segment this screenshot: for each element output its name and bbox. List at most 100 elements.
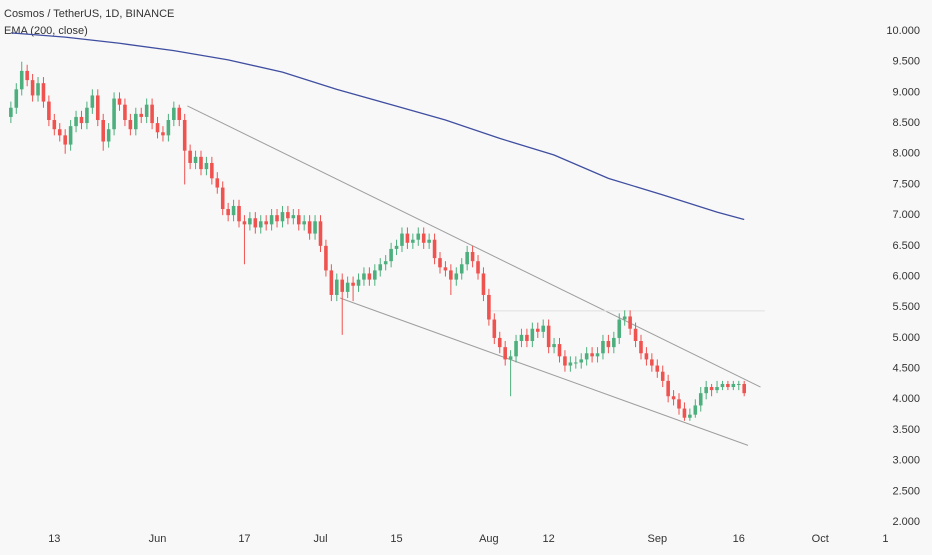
candle-body: [356, 279, 361, 286]
candle-body: [595, 353, 600, 357]
candle-body: [606, 341, 611, 348]
candle-body: [709, 387, 714, 391]
candle-body: [275, 215, 279, 222]
candle-body: [324, 245, 328, 271]
x-tick-label: Jun: [149, 533, 167, 545]
candle-body: [671, 396, 676, 400]
candle-body: [563, 356, 567, 366]
candle-body: [476, 261, 480, 274]
candle-body: [161, 132, 165, 136]
candle-body: [215, 178, 220, 188]
candle-body: [622, 316, 627, 320]
candle-body: [318, 221, 323, 246]
y-tick-label: 3.000: [892, 455, 920, 467]
x-tick-label: 15: [390, 533, 402, 545]
candle-body: [248, 218, 252, 225]
candle-body: [383, 261, 388, 265]
candle-body: [427, 239, 431, 243]
candle-body: [470, 251, 475, 262]
candle-body: [454, 273, 459, 280]
candle-body: [128, 120, 133, 130]
x-tick-label: 12: [543, 533, 555, 545]
x-tick-label: 16: [733, 533, 745, 545]
candle-body: [481, 273, 486, 295]
x-tick-label: Jul: [313, 533, 327, 545]
candle-body: [188, 150, 192, 163]
candle-body: [487, 294, 491, 320]
candle-body: [204, 162, 209, 170]
candle-body: [405, 233, 410, 243]
candle-body: [443, 267, 448, 271]
candle-body: [307, 221, 312, 234]
candle-body: [144, 104, 149, 117]
candle-body: [389, 248, 393, 262]
candle-body: [568, 362, 573, 366]
candle-body: [601, 341, 605, 354]
candle-body: [742, 383, 746, 394]
y-tick-label: 8.000: [892, 148, 920, 160]
y-tick-label: 3.500: [892, 424, 920, 436]
y-tick-label: 10.000: [886, 25, 920, 37]
candle-body: [416, 233, 421, 240]
candle-body: [334, 279, 339, 295]
candle-body: [139, 113, 144, 117]
candle-body: [95, 95, 100, 121]
candle-body: [731, 383, 736, 388]
candle-body: [52, 120, 57, 130]
x-tick-label: 13: [48, 533, 60, 545]
candle-body: [394, 245, 399, 249]
candle-body: [400, 233, 404, 246]
candle-body: [497, 337, 502, 348]
candle-body: [193, 156, 198, 163]
candle-body: [693, 405, 698, 415]
candle-body: [286, 212, 290, 219]
candle-body: [172, 107, 176, 121]
candle-body: [715, 387, 719, 391]
candle-body: [47, 101, 51, 121]
y-tick-label: 7.000: [892, 209, 920, 221]
candle-body: [36, 83, 40, 96]
candle-body: [411, 239, 415, 243]
candle-body: [85, 107, 89, 124]
y-tick-label: 4.000: [892, 393, 920, 405]
candle-body: [117, 98, 122, 105]
candle-body: [367, 273, 372, 280]
candle-body: [628, 316, 632, 329]
candle-body: [612, 337, 616, 348]
candle-body: [449, 270, 453, 280]
candle-body: [465, 251, 469, 265]
candle-body: [650, 359, 654, 366]
ema-line: [10, 32, 745, 221]
candle-body: [340, 279, 345, 292]
candle-body: [666, 380, 670, 397]
candle-body: [432, 239, 437, 259]
candle-body: [530, 328, 535, 341]
candle-body: [644, 353, 649, 360]
candle-body: [9, 107, 13, 117]
y-tick-label: 7.500: [892, 178, 920, 190]
y-tick-label: 2.000: [892, 516, 920, 528]
candle-body: [258, 221, 263, 228]
candle-body: [112, 98, 116, 130]
candle-body: [345, 282, 350, 292]
candle-body: [677, 399, 681, 409]
candle-body: [57, 129, 62, 136]
candle-body: [41, 83, 46, 102]
candle-body: [14, 89, 19, 108]
candle-body: [351, 282, 355, 286]
y-tick-label: 5.000: [892, 332, 920, 344]
candle-body: [101, 120, 106, 142]
candle-body: [492, 319, 497, 338]
candle-body: [459, 264, 464, 274]
y-tick-label: 6.500: [892, 240, 920, 252]
candle-body: [535, 328, 540, 332]
candle-body: [508, 356, 513, 360]
candle-body: [68, 126, 73, 145]
candle-body: [90, 95, 95, 108]
candle-body: [514, 341, 518, 357]
candle-body: [253, 218, 258, 228]
candle-body: [726, 383, 730, 388]
candle-body: [698, 393, 703, 406]
candle-body: [123, 104, 127, 121]
